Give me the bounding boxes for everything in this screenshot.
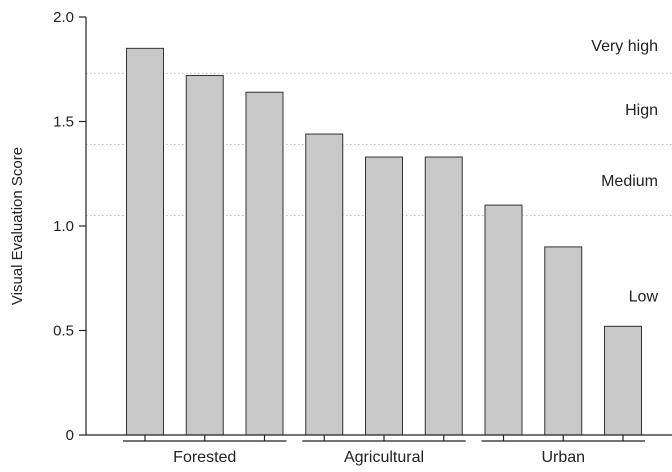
bar — [424, 156, 463, 436]
bar — [604, 325, 642, 436]
group-label: Forested — [173, 449, 236, 466]
group-label: Urban — [541, 449, 585, 466]
y-axis-title: Visual Evaluation Score — [9, 147, 26, 305]
bars — [126, 47, 642, 441]
y-tick-label: 1.5 — [53, 114, 74, 131]
band-label: Medium — [601, 173, 658, 190]
bar — [126, 47, 164, 436]
band-label: Very high — [591, 38, 658, 55]
y-tick-label: 0 — [66, 427, 74, 444]
bar — [305, 133, 344, 436]
bar — [544, 246, 583, 436]
group-labels: Forested Agricultural Urban — [123, 440, 645, 466]
band-label: Hign — [625, 102, 658, 119]
band-label: Low — [629, 289, 659, 306]
y-ticks: 0 0.5 1.0 1.5 2.0 — [53, 9, 86, 444]
y-tick-label: 1.0 — [53, 218, 74, 235]
bar — [185, 75, 224, 436]
y-tick-label: 0.5 — [53, 323, 74, 340]
bar — [365, 156, 403, 436]
y-tick-label: 2.0 — [53, 9, 74, 26]
bar — [245, 91, 284, 436]
bar — [484, 204, 523, 436]
group-label: Agricultural — [344, 449, 424, 466]
band-labels: Very high Hign Medium Low — [591, 38, 658, 305]
